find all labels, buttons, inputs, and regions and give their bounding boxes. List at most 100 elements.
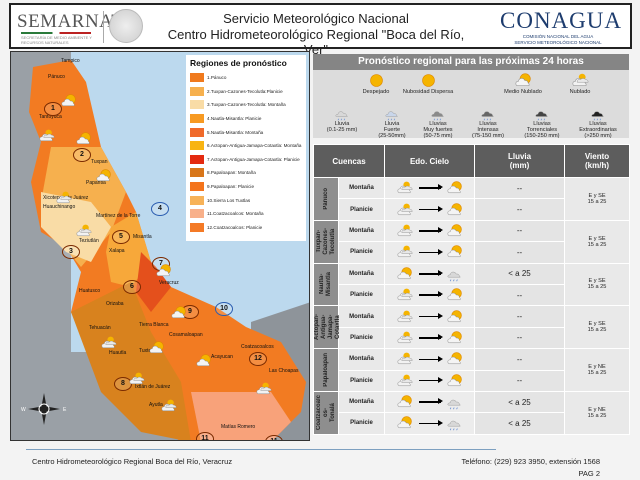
legend-item: 9.Papaloapan: Planicie (190, 180, 302, 194)
legend-item: 11.Coatzacoalcos: Montaña (190, 207, 302, 221)
legend-item: 12.Coatzacoalcos: Planicie (190, 221, 302, 235)
sky-state (384, 219, 476, 243)
basin-name: Nautla- Misantla (313, 262, 339, 307)
city-label: Teziutlán (79, 238, 99, 244)
rain-veryheavy-icon (431, 111, 444, 121)
rain-intense-icon (481, 111, 494, 121)
city-label: Acayucan (211, 354, 233, 360)
city-label: Ayutla (149, 402, 163, 408)
legend-label: 7.Actopan-Antigua-Jamapa-Cotaxtla: Plani… (207, 156, 300, 162)
cloudy-icon (101, 336, 117, 348)
legend-label: 6.Actopan-Antigua-Jamapa-Cotaxtla: Monta… (207, 143, 302, 149)
region-marker: 4 (151, 202, 169, 216)
city-label: Ixtlán de Juárez (135, 384, 171, 390)
partly-cloudy-icon (397, 416, 412, 429)
rain-value: < a 25 (474, 390, 566, 414)
legend-swatch (190, 195, 204, 205)
legend-swatch (190, 168, 204, 178)
legend-swatch (190, 127, 204, 137)
icon-legend-label: Lluvia (0.1-25 mm) (326, 121, 358, 133)
weather-icon-legend: Despejado Nubosidad Dispersa Medio Nublado… (313, 70, 629, 139)
city-label: Huauchinango (43, 204, 76, 210)
table-row: Nautla- Misantla Montaña < a 25 E y SE 15 a… (313, 262, 631, 307)
rain-value: -- (474, 348, 566, 371)
basin-name: Tuxpan- Cazones- Tecolutla (313, 219, 339, 264)
semarnat-flag-bar (21, 32, 91, 34)
legend-label: 2.Tuxpan-Cazones-Tecolutla:Planicie (207, 88, 283, 94)
city-label: Huatusco (79, 288, 101, 294)
forecast-panel: Pronóstico regional para las próximas 24… (312, 51, 640, 443)
conagua-line1: COMISIÓN NACIONAL DEL AGUA (522, 34, 594, 39)
header-title: Servicio Meteorológico Nacional (223, 11, 409, 26)
partly-cloudy-icon (149, 341, 164, 353)
table-row: Papaloapan Montaña -- E y NE 15 a 25 (313, 348, 631, 392)
sky-state (384, 390, 476, 414)
partly-cloudy-icon (447, 331, 462, 343)
col-viento: Viento (km/h) (564, 144, 631, 178)
icon-legend-label: Despejado (362, 89, 390, 95)
rain-value: -- (474, 326, 566, 350)
icon-legend-item: Lluvia Fuerte (25-50mm) (363, 106, 421, 139)
wind-value: E y NE 15 a 25 (564, 348, 631, 392)
partly-cloudy-icon (447, 309, 462, 322)
sun-icon (369, 74, 383, 87)
icon-legend-item: Lluvias Intensas (75-150 mm) (459, 106, 517, 139)
icon-legend-label: Lluvias Extraordinarias (>250 mm) (579, 121, 617, 139)
city-label: Xalapa (109, 248, 125, 254)
basin-name: Pánuco (313, 177, 339, 221)
city-label: Tierra Blanca (139, 322, 169, 328)
table-row: Planicie -- (314, 326, 630, 350)
compass-west: W (21, 407, 26, 413)
icon-legend-item: Lluvias Extraordinarias (>250 mm) (569, 106, 627, 139)
partly-cloudy-icon (196, 354, 211, 366)
semarnat-subtitle: SECRETARÍA DE MEDIO AMBIENTE Y RECURSOS … (21, 35, 92, 45)
region-marker: 2 (73, 148, 91, 162)
partly-cloudy-icon (447, 202, 462, 215)
arrow-right-icon (418, 292, 443, 297)
city-label: Coatzacoalcos (241, 344, 274, 350)
rain-light-icon (335, 111, 348, 121)
legend-item: 1.Pánuco (190, 71, 302, 85)
compass-east: E (63, 407, 67, 413)
arrow-right-icon (418, 356, 443, 361)
rain-extraordinary-icon (591, 111, 604, 121)
wind-value: E y SE 15 a 25 (564, 305, 631, 350)
region-marker: 3 (62, 245, 80, 259)
zone-label: Montaña (337, 348, 386, 371)
arrow-right-icon (418, 399, 443, 404)
rain-torrential-icon (535, 111, 548, 121)
city-label: Tuxpan (91, 159, 108, 165)
cloudy-icon (397, 203, 412, 215)
city-label: Misantla (133, 234, 152, 240)
region-3 (41, 192, 111, 262)
icon-legend-label: Lluvia Fuerte (25-50mm) (378, 121, 406, 139)
partly-cloudy-icon (447, 224, 462, 237)
partly-cloudy-icon (156, 264, 171, 276)
cloudy-icon (39, 129, 55, 141)
icon-legend-item: Lluvia (0.1-25 mm) (313, 106, 371, 133)
page-number: PAG 2 (578, 469, 600, 478)
header-subtitle: Centro Hidrometeorológico Regional "Boca… (167, 27, 465, 57)
mexico-seal-icon (109, 9, 143, 43)
icon-legend-item: Medio Nublado (488, 72, 558, 95)
icon-legend-item: Lluvias Torrenciales (150-250 mm) (513, 106, 571, 139)
region-marker: 6 (123, 280, 141, 294)
legend-item: 6.Actopan-Antigua-Jamapa-Cotaxtla: Monta… (190, 139, 302, 153)
legend-label: 9.Papaloapan: Planicie (207, 184, 254, 190)
table-row: Tuxpan- Cazones- Tecolutla Montaña -- E y S… (313, 219, 631, 264)
table-row: Planicie -- (314, 369, 630, 392)
legend-label: 12.Coatzacoalcos: Planicie (207, 224, 263, 230)
rain-light-icon (447, 421, 461, 431)
cloudy-icon (56, 191, 72, 203)
arrow-right-icon (418, 227, 443, 233)
cloudy-icon (397, 352, 412, 365)
legend-item: 5.Nautla-Misantla: Montaña (190, 125, 302, 139)
cloudy-icon (161, 399, 177, 411)
partly-cloudy-icon (447, 288, 462, 301)
zone-label: Planicie (337, 369, 386, 392)
conagua-line2: SERVICIO METEOROLÓGICO NACIONAL (514, 40, 602, 45)
legend-swatch (190, 114, 204, 124)
arrow-right-icon (418, 270, 443, 276)
partly-cloudy-icon (447, 245, 462, 258)
sky-state (384, 348, 476, 371)
